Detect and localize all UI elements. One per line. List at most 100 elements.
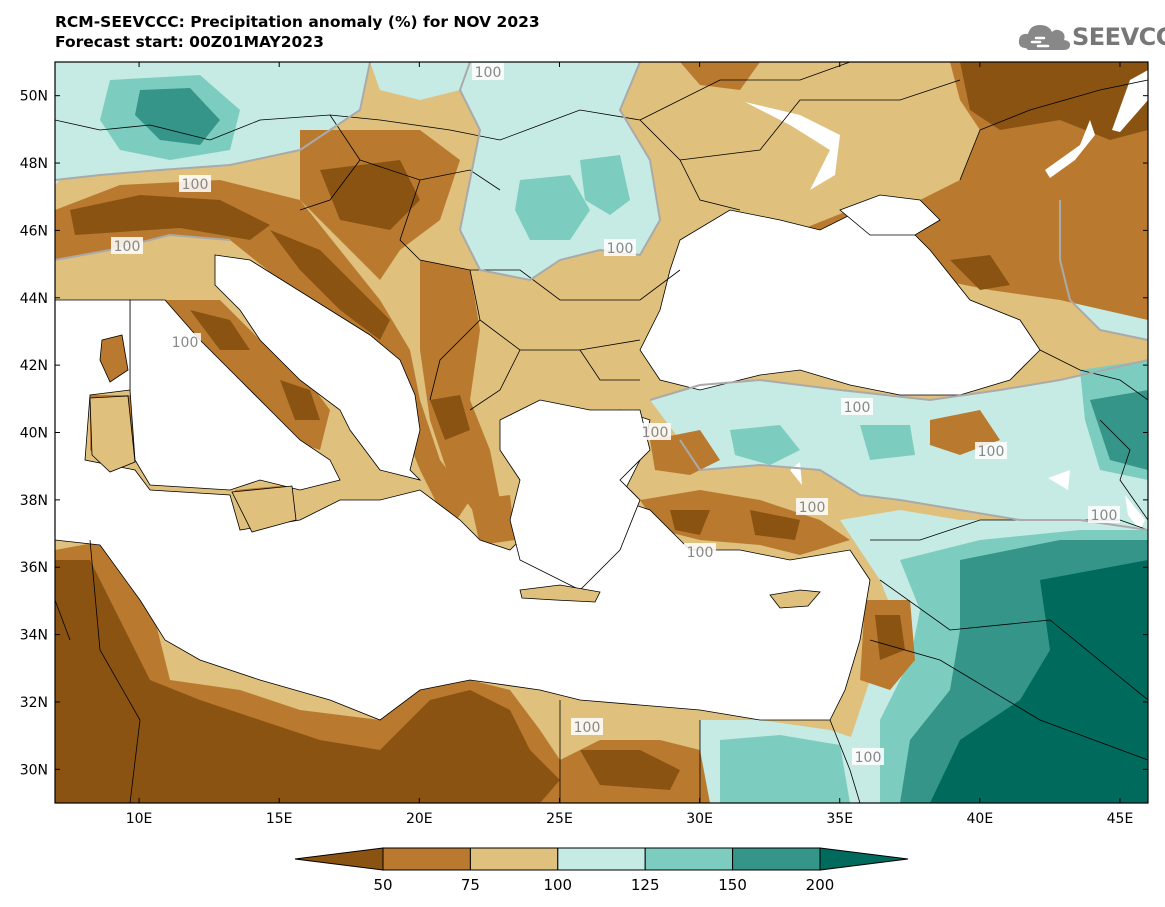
dry-area-turkey-central [650,430,720,475]
very-wet-area-east [1090,390,1148,470]
moist-area-turkey-1 [730,425,800,465]
x-axis: 10E 15E 20E 25E 30E 35E 40E 45E [126,62,1134,827]
sicily [231,485,297,533]
wet-area-carpathian [460,62,660,280]
x-tick-label: 30E [686,811,713,827]
y-tick-label: 48N [20,156,48,172]
very-dry-area-turkey [670,510,710,535]
very-dry-area-levant [875,615,905,660]
colorbar-segment [469,847,559,871]
colorbar-label: 50 [373,876,392,894]
contour-label: 100 [687,545,714,561]
crete [519,584,601,603]
corsica [99,334,129,383]
no-data-patch-1 [745,102,840,190]
no-data-patch-4 [1048,470,1070,490]
y-tick-label: 46N [20,223,48,239]
y-tick-label: 44N [20,291,48,307]
contour-label: 100 [182,177,209,193]
colorbar-segment [732,847,821,871]
very-dry-area-albania [430,395,470,440]
dry-area-peloponnese [470,495,515,545]
x-tick-label: 25E [546,811,573,827]
aegean-sea [499,399,651,591]
contour-label: 100 [642,425,669,441]
x-tick-label: 35E [826,811,853,827]
colorbar-segment [557,847,646,871]
colorbar: 50 75 100 125 150 200 [294,847,909,894]
very-dry-area-italy [190,310,250,350]
black-sea [639,209,1041,396]
x-tick-label: 45E [1107,811,1134,827]
y-axis: 50N 48N 46N 44N 42N 40N 38N 36N 34N 32N 30N [20,89,1148,778]
contour-lines-100 [55,62,1148,531]
colorbar-label: 75 [461,876,480,894]
very-dry-area-alps [70,195,270,240]
moist-area-carpathian-2 [580,155,630,215]
contour-label-group: 100 100 100 100 100 100 100 100 100 100 … [111,63,1120,766]
azov-sea [839,194,941,236]
very-dry-area-russia [950,255,1010,290]
contour-label: 100 [978,444,1005,460]
dry-area-north-east [680,62,760,90]
very-dry-area-ukraine [960,62,1148,140]
no-data-patch-3 [1112,70,1148,132]
sardinia [89,395,136,473]
contour-label: 100 [1091,508,1118,524]
anomaly-field [55,62,1148,803]
contour-label: 100 [799,500,826,516]
title-line-2: Forecast start: 00Z01MAY2023 [55,33,324,51]
y-tick-label: 36N [20,560,48,576]
mediterranean-sea [55,299,871,721]
colorbar-label: 200 [806,876,835,894]
y-tick-label: 40N [20,426,48,442]
colorbar-segment [382,847,471,871]
very-dry-area-italy-south [280,380,320,420]
no-data-patch-5 [1125,495,1145,530]
extreme-wet-area-levant [930,560,1148,803]
x-tick-label: 10E [126,811,153,827]
y-tick-label: 42N [20,358,48,374]
no-data-patch-2 [1045,120,1095,178]
moist-area-turkey-2 [860,425,915,460]
seevccc-logo: SEEVCCC [1018,20,1165,56]
x-tick-label: 20E [406,811,433,827]
contour-label: 100 [844,400,871,416]
colorbar-label: 125 [631,876,660,894]
contour-label: 100 [607,241,634,257]
colorbar-label: 150 [718,876,747,894]
colorbar-segment [644,847,734,871]
y-tick-label: 50N [20,89,48,105]
colorbar-segment-lowest [294,847,384,871]
title-line-1: RCM-SEEVCCC: Precipitation anomaly (%) f… [55,13,540,31]
moist-area-egypt [720,735,850,803]
very-dry-area-egypt [580,750,680,790]
dry-area-balkans [420,260,500,520]
contour-label: 100 [475,65,502,81]
very-dry-area-croatia [270,230,390,340]
dry-area-italy [160,300,330,450]
y-tick-label: 32N [20,695,48,711]
very-dry-area-pannonia [320,160,420,230]
very-dry-area-libya [55,560,560,803]
x-tick-label: 15E [266,811,293,827]
contour-label: 100 [114,239,141,255]
logo-text: SEEVCCC [1072,23,1165,51]
contour-label: 100 [574,720,601,736]
very-dry-area-turkey-2 [750,510,800,540]
colorbar-label: 100 [543,876,572,894]
moist-area-carpathian [515,175,590,240]
map-title: RCM-SEEVCCC: Precipitation anomaly (%) f… [55,12,540,52]
cyprus [769,589,821,609]
adriatic-sea [214,254,422,481]
y-tick-label: 30N [20,762,48,778]
very-wet-area-alps [135,88,220,145]
cloud-icon [1018,25,1071,50]
wet-area-north-strip [370,62,470,100]
y-tick-label: 34N [20,628,48,644]
x-tick-label: 40E [967,811,994,827]
dry-area-turkey-south [640,490,850,555]
contour-label: 100 [855,750,882,766]
colorbar-segment-highest [819,847,909,871]
